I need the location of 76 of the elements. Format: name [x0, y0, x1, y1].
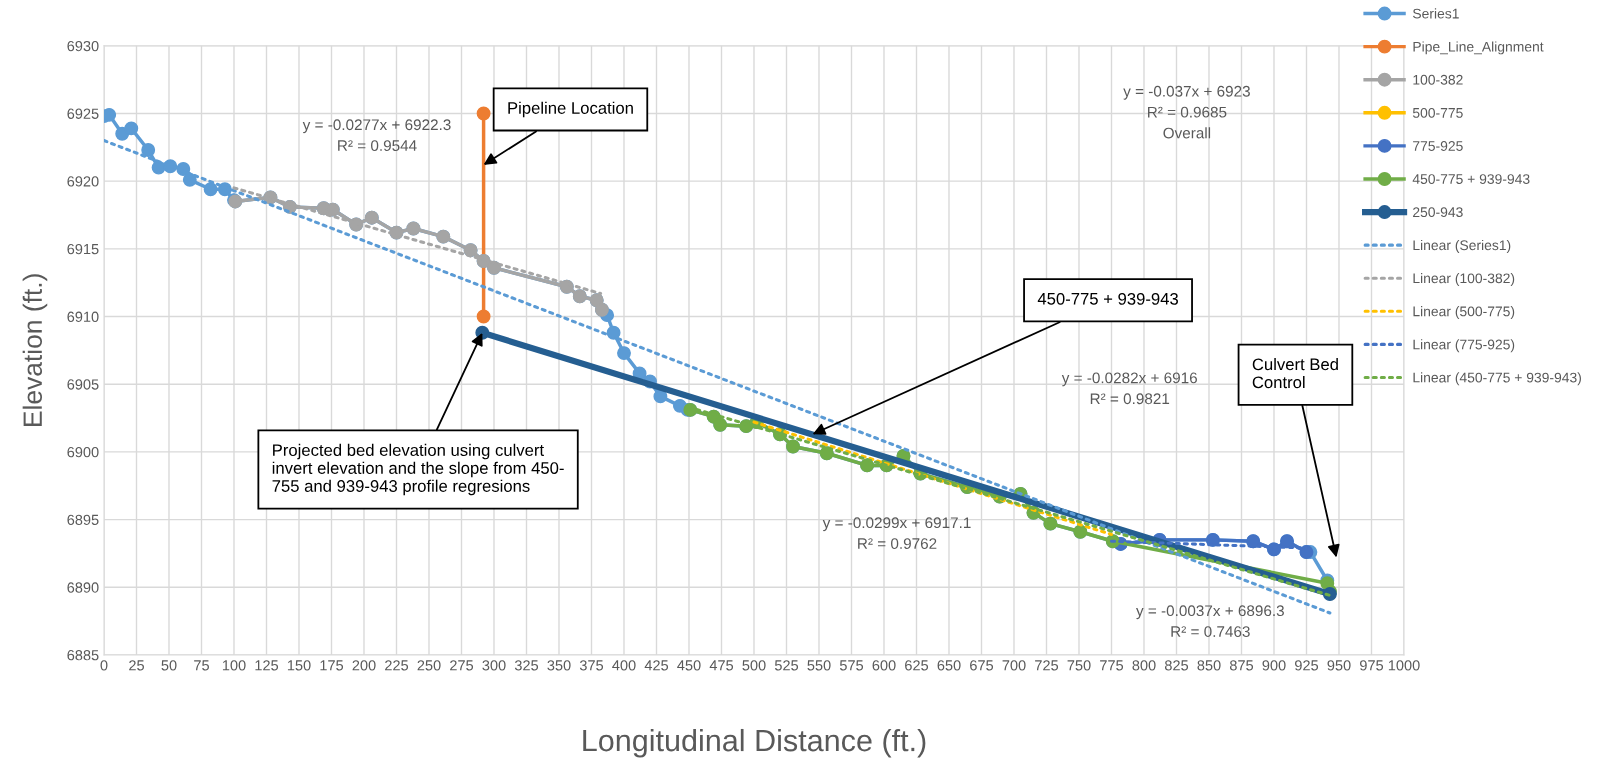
x-tick-label: 925: [1295, 660, 1319, 671]
legend-label: Linear (500-775): [1413, 306, 1515, 320]
y-tick-label: 6900: [67, 446, 99, 458]
x-tick-label: 1000: [1388, 660, 1420, 671]
x-tick-label: 625: [905, 660, 929, 671]
y-tick-label: 6890: [67, 582, 99, 593]
x-tick-label: 525: [774, 660, 799, 671]
legend-label: Series1: [1412, 8, 1459, 19]
x-tick-label: 775: [1100, 660, 1124, 671]
annotation: Projected bed elevation using culvert invert elevation and the slope from 450- 755 and 939-943 profile regresions: [272, 443, 564, 496]
x-tick-label: 575: [839, 660, 864, 671]
y-tick-label: 6930: [67, 40, 99, 52]
x-tick-label: 125: [255, 660, 279, 671]
annotation: y = -0.0282x + 6916 R² = 0.9821: [1061, 372, 1197, 405]
legend-label: Pipe_Line_Alignment: [1413, 41, 1544, 55]
legend-label: 250-943: [1413, 207, 1463, 218]
x-tick-label: 900: [1262, 660, 1286, 671]
x-tick-label: 975: [1360, 660, 1384, 671]
x-tick-label: 650: [937, 660, 961, 671]
y-tick-label: 6915: [67, 243, 99, 255]
x-tick-label: 0: [100, 660, 108, 671]
legend-label: 450-775 + 939-943: [1412, 174, 1530, 184]
x-tick-label: 25: [129, 660, 144, 671]
legend-label: Linear (100-382): [1413, 273, 1515, 286]
x-tick-label: 350: [547, 660, 571, 671]
x-tick-label: 500: [742, 660, 766, 671]
point: [476, 309, 491, 324]
x-tick-label: 225: [385, 660, 409, 671]
legend-label: Linear (775-925): [1413, 339, 1515, 353]
x-tick-label: 475: [709, 660, 734, 671]
x-tick-label: 150: [287, 660, 311, 671]
annotation: y = -0.0277x + 6922.3 R² = 0.9544: [302, 119, 451, 152]
y-axis-title: Elevation (ft.): [22, 274, 48, 426]
x-tick-label: 425: [644, 660, 669, 671]
legend-label: 500-775: [1412, 107, 1463, 118]
x-tick-label: 850: [1197, 660, 1221, 671]
x-tick-label: 825: [1164, 660, 1189, 671]
x-tick-label: 50: [161, 660, 177, 671]
x-tick-label: 750: [1067, 660, 1091, 671]
annotation: y = -0.037x + 6923 R² = 0.9685 Overall: [1123, 85, 1250, 139]
x-tick-label: 100: [222, 660, 246, 671]
x-tick-label: 875: [1229, 660, 1254, 671]
legend-label: Linear (450-775 + 939-943): [1413, 372, 1581, 386]
x-tick-label: 375: [579, 660, 604, 671]
annotation: Culvert Bed Control: [1252, 357, 1338, 389]
x-tick-label: 950: [1327, 660, 1351, 671]
legend-label: 775-925: [1413, 141, 1463, 151]
x-tick-label: 325: [514, 660, 539, 671]
x-tick-label: 75: [194, 660, 209, 671]
x-tick-label: 725: [1035, 660, 1059, 671]
annotation: y = -0.0037x + 6896.3 R² = 0.7463: [1136, 605, 1284, 637]
legend-label: Linear (Series1): [1413, 239, 1511, 253]
point: [476, 106, 491, 121]
legend-label: 100-382: [1413, 74, 1463, 85]
annotation: 450-775 + 939-943: [1037, 292, 1178, 305]
x-tick-label: 250: [417, 660, 441, 671]
y-tick-label: 6885: [67, 650, 99, 661]
annotation: y = -0.0299x + 6917.1 R² = 0.9762: [822, 517, 971, 550]
x-tick-label: 175: [320, 660, 344, 671]
x-tick-label: 450: [677, 660, 701, 671]
x-tick-label: 300: [482, 660, 506, 671]
x-tick-label: 275: [450, 660, 474, 671]
x-tick-label: 600: [872, 660, 896, 671]
x-tick-label: 400: [612, 660, 636, 671]
x-tick-label: 675: [970, 660, 994, 671]
x-tick-label: 550: [807, 660, 831, 671]
x-tick-label: 200: [352, 660, 376, 671]
y-tick-label: 6905: [67, 379, 99, 390]
y-tick-label: 6920: [67, 176, 99, 187]
y-tick-label: 6910: [67, 311, 99, 322]
y-tick-label: 6925: [67, 108, 99, 119]
x-axis-title: Longitudinal Distance (ft.): [583, 728, 926, 758]
y-tick-label: 6895: [67, 514, 99, 525]
x-tick-label: 800: [1132, 660, 1156, 671]
annotation: Pipeline Location: [508, 101, 633, 118]
x-tick-label: 700: [1002, 660, 1026, 671]
